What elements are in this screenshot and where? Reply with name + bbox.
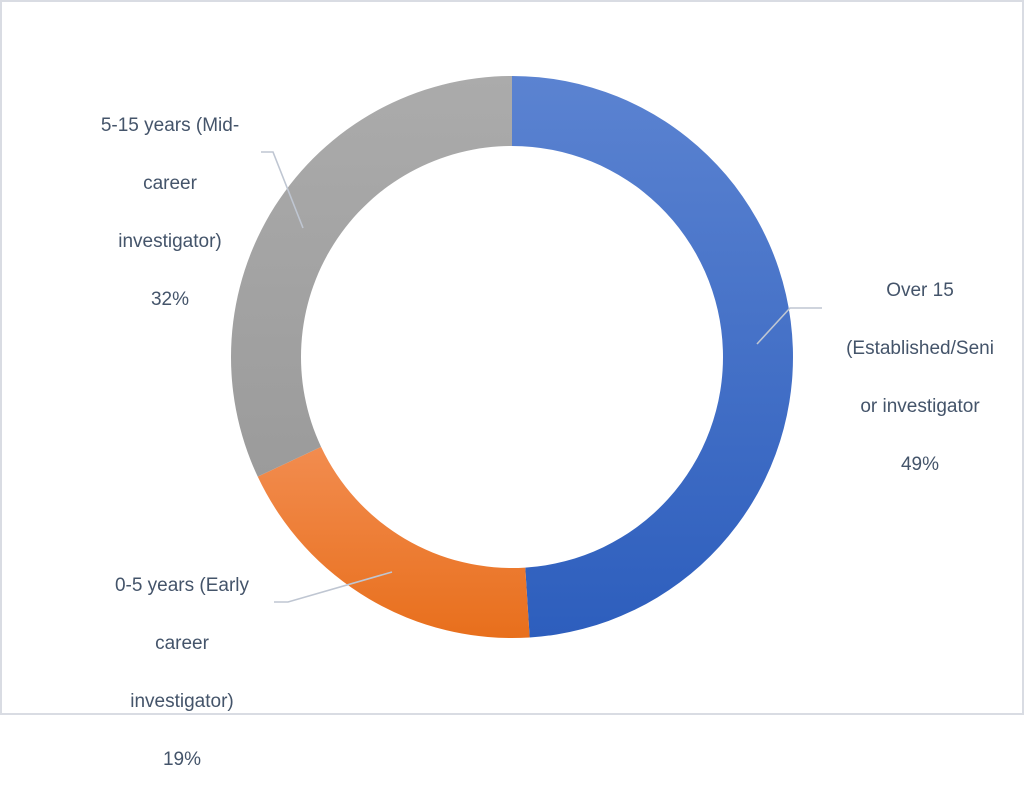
label-line: 5-15 years (Mid-: [100, 115, 240, 136]
label-line: career: [143, 173, 197, 194]
label-line: 0-5 years (Early: [114, 575, 250, 596]
leader-line-mid: [261, 151, 304, 229]
label-percent: 49%: [900, 454, 940, 475]
label-percent: 19%: [162, 749, 202, 770]
segment-senior: [512, 76, 793, 638]
label-line: (Established/Seni: [846, 338, 994, 359]
label-line: Over 15: [886, 280, 954, 301]
data-label-senior: Over 15 (Established/Seni or investigato…: [830, 247, 1010, 508]
leader-line-early: [274, 571, 393, 603]
segment-mid-career: [230, 76, 512, 477]
leader-line-senior: [756, 307, 822, 345]
donut-chart: [230, 76, 822, 639]
label-percent: 32%: [150, 289, 190, 310]
label-line: or investigator: [860, 396, 980, 417]
label-line: career: [155, 633, 209, 654]
data-label-early-career: 0-5 years (Early career investigator) 19…: [82, 542, 282, 803]
donut-segments: [230, 76, 793, 639]
label-line: investigator): [118, 231, 222, 252]
data-label-mid-career: 5-15 years (Mid- career investigator) 32…: [70, 82, 270, 343]
segment-early-career: [257, 446, 530, 639]
label-line: investigator): [130, 691, 234, 712]
